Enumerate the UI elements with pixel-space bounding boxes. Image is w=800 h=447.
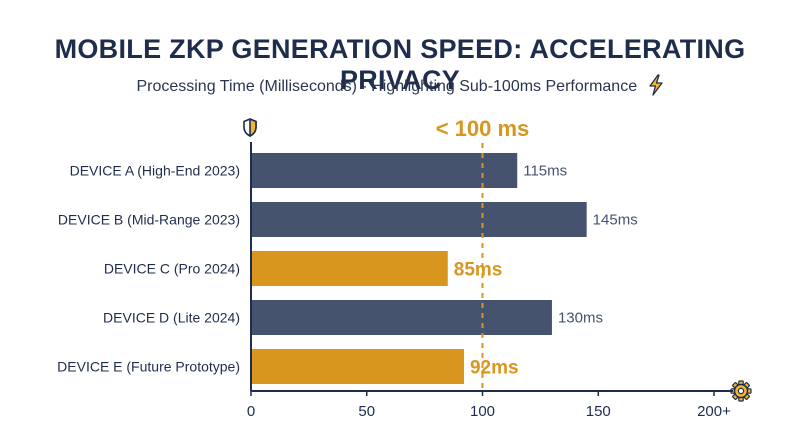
- chart-subtitle: Processing Time (Milliseconds) - Highlig…: [136, 78, 638, 95]
- shield-icon: [243, 118, 257, 137]
- bar: [251, 202, 587, 237]
- data-label: 130ms: [558, 310, 603, 327]
- data-label: 115ms: [523, 163, 567, 180]
- category-label: DEVICE D (Lite 2024): [103, 310, 240, 326]
- x-tick-label: 0: [247, 403, 255, 420]
- bar: [251, 349, 464, 384]
- bar: [251, 300, 552, 335]
- x-tick-label: 150: [586, 403, 611, 420]
- x-tick-label: 200+: [697, 403, 731, 420]
- x-tick-label: 100: [470, 403, 495, 420]
- gear-icon: [730, 380, 752, 402]
- category-label: DEVICE C (Pro 2024): [104, 261, 240, 277]
- category-label: DEVICE A (High-End 2023): [70, 163, 240, 179]
- bar: [251, 251, 448, 286]
- data-label: 85ms: [454, 260, 503, 281]
- category-label: DEVICE E (Future Prototype): [57, 359, 240, 375]
- data-label: 145ms: [593, 212, 638, 229]
- category-label: DEVICE B (Mid-Range 2023): [58, 212, 240, 228]
- threshold-label: < 100 ms: [436, 116, 530, 141]
- chart-title: MOBILE ZKP GENERATION SPEED: ACCELERATIN…: [54, 34, 746, 95]
- chart-subtitle-row: Processing Time (Milliseconds) - Highlig…: [0, 74, 800, 96]
- lightning-bolt-icon: [648, 74, 663, 96]
- bar: [251, 153, 518, 188]
- x-tick-label: 50: [358, 403, 375, 420]
- data-label: 92ms: [470, 358, 519, 379]
